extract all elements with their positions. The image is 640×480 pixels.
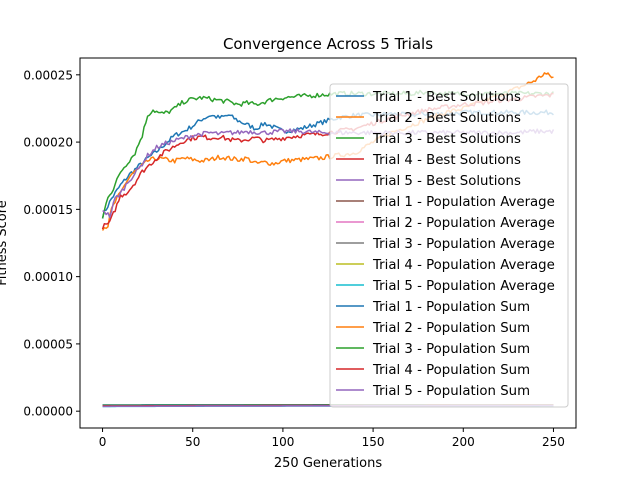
y-tick-label: 0.00000: [23, 405, 73, 419]
legend-entry: Trial 5 - Best Solutions: [372, 174, 521, 189]
legend-entry: Trial 2 - Best Solutions: [372, 111, 521, 126]
legend-entry: Trial 1 - Population Average: [372, 195, 555, 210]
x-axis: 0 50 100 150 200 250: [99, 428, 565, 449]
x-tick-label: 150: [362, 435, 385, 449]
legend: Trial 1 - Best Solutions Trial 2 - Best S…: [329, 83, 569, 408]
y-tick-label: 0.00010: [23, 270, 73, 284]
x-axis-label: 250 Generations: [274, 456, 382, 471]
legend-entry: Trial 5 - Population Average: [372, 279, 555, 294]
legend-entry: Trial 3 - Population Average: [372, 237, 555, 252]
y-tick-label: 0.00020: [23, 136, 73, 150]
plot-frame: [79, 57, 577, 429]
x-tick-label: 100: [271, 435, 294, 449]
legend-entry: Trial 1 - Best Solutions: [372, 90, 521, 105]
y-tick-label: 0.00025: [23, 68, 73, 82]
legend-entry: Trial 5 - Population Sum: [372, 384, 530, 399]
legend-entry: Trial 4 - Best Solutions: [372, 153, 521, 168]
legend-entry: Trial 2 - Population Average: [372, 216, 555, 231]
y-axis-label: Fitness Score: [0, 200, 10, 286]
legend-entry: Trial 1 - Population Sum: [372, 300, 530, 315]
x-tick-label: 200: [452, 435, 475, 449]
legend-entry: Trial 3 - Population Sum: [372, 342, 530, 357]
x-tick-label: 50: [185, 435, 200, 449]
y-tick-label: 0.00015: [23, 203, 73, 217]
legend-entry: Trial 2 - Population Sum: [372, 321, 530, 336]
y-axis: 0.00000 0.00005 0.00010 0.00015 0.00020 0.000…: [23, 68, 80, 419]
x-tick-label: 0: [99, 435, 107, 449]
legend-entry: Trial 4 - Population Average: [372, 258, 555, 273]
x-tick-label: 250: [542, 435, 565, 449]
legend-box: [329, 83, 569, 408]
y-tick-label: 0.00005: [23, 337, 73, 351]
legend-entry: Trial 4 - Population Sum: [372, 363, 530, 378]
chart-title: Convergence Across 5 Trials: [223, 35, 433, 53]
legend-entry: Trial 3 - Best Solutions: [372, 132, 521, 147]
